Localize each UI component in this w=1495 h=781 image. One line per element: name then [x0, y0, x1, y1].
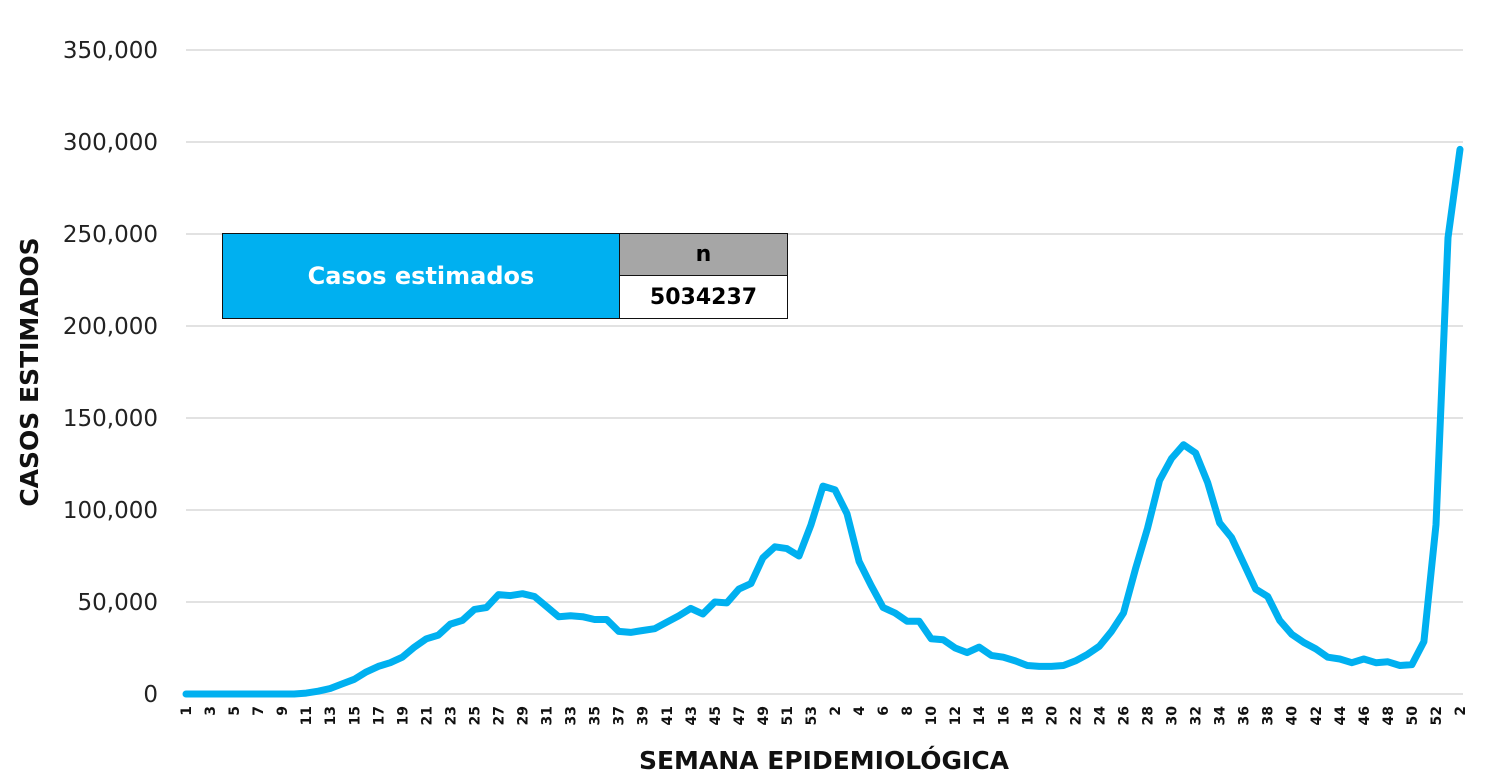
x-tick-label: 36	[1237, 706, 1253, 725]
x-tick-label: 5	[227, 706, 243, 716]
y-tick-label: 100,000	[63, 498, 158, 524]
x-tick-label: 45	[708, 706, 724, 725]
summary-table: Casos estimados n 5034237	[222, 233, 788, 319]
x-tick-label: 10	[924, 706, 940, 726]
x-tick-label: 21	[419, 706, 435, 725]
x-tick-label: 29	[516, 706, 532, 725]
x-tick-label: 26	[1116, 706, 1132, 725]
y-tick-label: 200,000	[63, 314, 158, 340]
x-tick-label: 25	[467, 706, 483, 725]
x-tick-label: 51	[780, 706, 796, 725]
x-tick-label: 39	[636, 706, 652, 725]
summary-label: Casos estimados	[223, 234, 620, 318]
x-tick-label: 24	[1092, 706, 1108, 726]
x-tick-label: 37	[612, 706, 628, 725]
x-axis-ticks: 1 3 5 7 9 11 13 15 17 19 21 23 25 27 29 31 33 35 37 39 41 43 4…	[179, 706, 1469, 726]
x-tick-label: 2	[828, 706, 844, 716]
y-tick-label: 300,000	[63, 130, 158, 156]
x-tick-label: 49	[756, 706, 772, 725]
y-tick-label: 250,000	[63, 222, 158, 248]
x-tick-label: 12	[948, 706, 964, 725]
y-tick-label: 150,000	[63, 406, 158, 432]
x-tick-label: 40	[1285, 706, 1301, 726]
x-tick-label: 3	[203, 706, 219, 716]
x-tick-label: 34	[1213, 706, 1229, 726]
x-tick-label: 19	[395, 706, 411, 725]
y-axis-ticks: 0 50,000 100,000 150,000 200,000 250,000 300,0…	[63, 38, 158, 708]
x-tick-label: 15	[347, 706, 363, 725]
x-tick-label: 11	[299, 706, 315, 725]
series-line	[182, 145, 1464, 698]
x-tick-label: 30	[1165, 706, 1181, 726]
y-tick-label: 350,000	[63, 38, 158, 64]
x-tick-label: 43	[684, 706, 700, 725]
x-tick-label: 52	[1429, 706, 1445, 725]
y-tick-label: 0	[143, 682, 158, 708]
x-tick-label: 18	[1020, 706, 1036, 725]
x-tick-label: 8	[900, 706, 916, 716]
x-tick-label: 2	[1453, 706, 1469, 716]
x-tick-label: 4	[852, 706, 868, 716]
x-tick-label: 32	[1189, 706, 1205, 725]
x-tick-label: 22	[1068, 706, 1084, 725]
x-tick-label: 48	[1381, 706, 1397, 725]
x-tick-label: 47	[732, 706, 748, 725]
x-tick-label: 7	[251, 706, 267, 716]
x-tick-label: 31	[540, 706, 556, 725]
x-tick-label: 20	[1044, 706, 1060, 726]
y-tick-label: 50,000	[78, 590, 158, 616]
y-axis-title: CASOS ESTIMADOS	[15, 237, 44, 506]
x-tick-label: 9	[275, 706, 291, 716]
x-tick-label: 50	[1405, 706, 1421, 726]
summary-header: n	[620, 234, 787, 276]
x-tick-label: 44	[1333, 706, 1349, 726]
x-tick-label: 46	[1357, 706, 1373, 725]
x-tick-label: 41	[660, 706, 676, 725]
x-tick-label: 1	[179, 706, 195, 716]
x-tick-label: 14	[972, 706, 988, 726]
x-tick-label: 35	[588, 706, 604, 725]
x-axis-title: SEMANA EPIDEMIOLÓGICA	[639, 745, 1010, 775]
x-tick-label: 28	[1141, 706, 1157, 725]
x-tick-label: 6	[876, 706, 892, 716]
summary-right: n 5034237	[620, 234, 787, 318]
summary-value: 5034237	[620, 276, 787, 318]
x-tick-label: 53	[804, 706, 820, 725]
x-tick-label: 13	[323, 706, 339, 725]
x-tick-label: 38	[1261, 706, 1277, 725]
x-tick-label: 27	[491, 706, 507, 725]
x-tick-label: 42	[1309, 706, 1325, 725]
x-tick-label: 33	[564, 706, 580, 725]
x-tick-label: 23	[443, 706, 459, 725]
x-tick-label: 17	[371, 706, 387, 725]
x-tick-label: 16	[996, 706, 1012, 725]
